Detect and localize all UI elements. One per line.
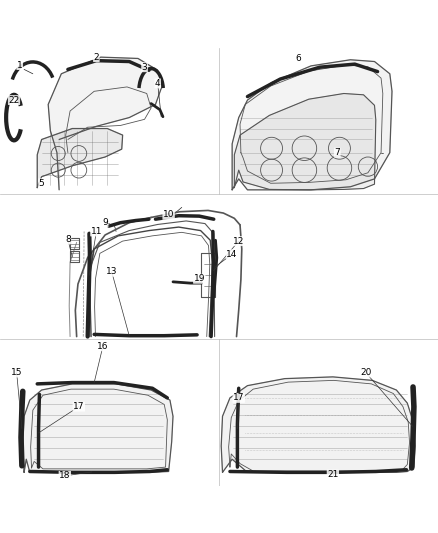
Text: 16: 16 — [97, 342, 109, 351]
Text: 17: 17 — [73, 402, 85, 411]
Text: 2: 2 — [94, 53, 99, 62]
Text: 21: 21 — [327, 470, 339, 479]
Text: 5: 5 — [39, 179, 45, 188]
Text: 20: 20 — [360, 368, 371, 377]
Text: 17: 17 — [233, 393, 244, 402]
Text: 6: 6 — [295, 54, 301, 63]
Text: 4: 4 — [155, 79, 160, 88]
Text: 1: 1 — [17, 61, 23, 69]
Text: 15: 15 — [11, 368, 22, 377]
Text: 8: 8 — [65, 235, 71, 244]
Polygon shape — [23, 384, 173, 472]
Text: 9: 9 — [102, 218, 108, 227]
Text: 11: 11 — [91, 227, 102, 236]
Text: 10: 10 — [163, 211, 174, 219]
Text: 14: 14 — [226, 250, 238, 259]
Text: 7: 7 — [334, 148, 340, 157]
Text: 18: 18 — [59, 471, 71, 480]
Text: 19: 19 — [194, 274, 205, 283]
Polygon shape — [48, 57, 162, 190]
Polygon shape — [221, 377, 415, 472]
Text: 12: 12 — [233, 237, 244, 246]
Polygon shape — [234, 93, 376, 190]
Text: 3: 3 — [141, 63, 148, 72]
Text: 13: 13 — [106, 267, 117, 276]
Polygon shape — [37, 128, 123, 188]
Polygon shape — [232, 60, 392, 190]
Text: 22: 22 — [8, 95, 20, 104]
